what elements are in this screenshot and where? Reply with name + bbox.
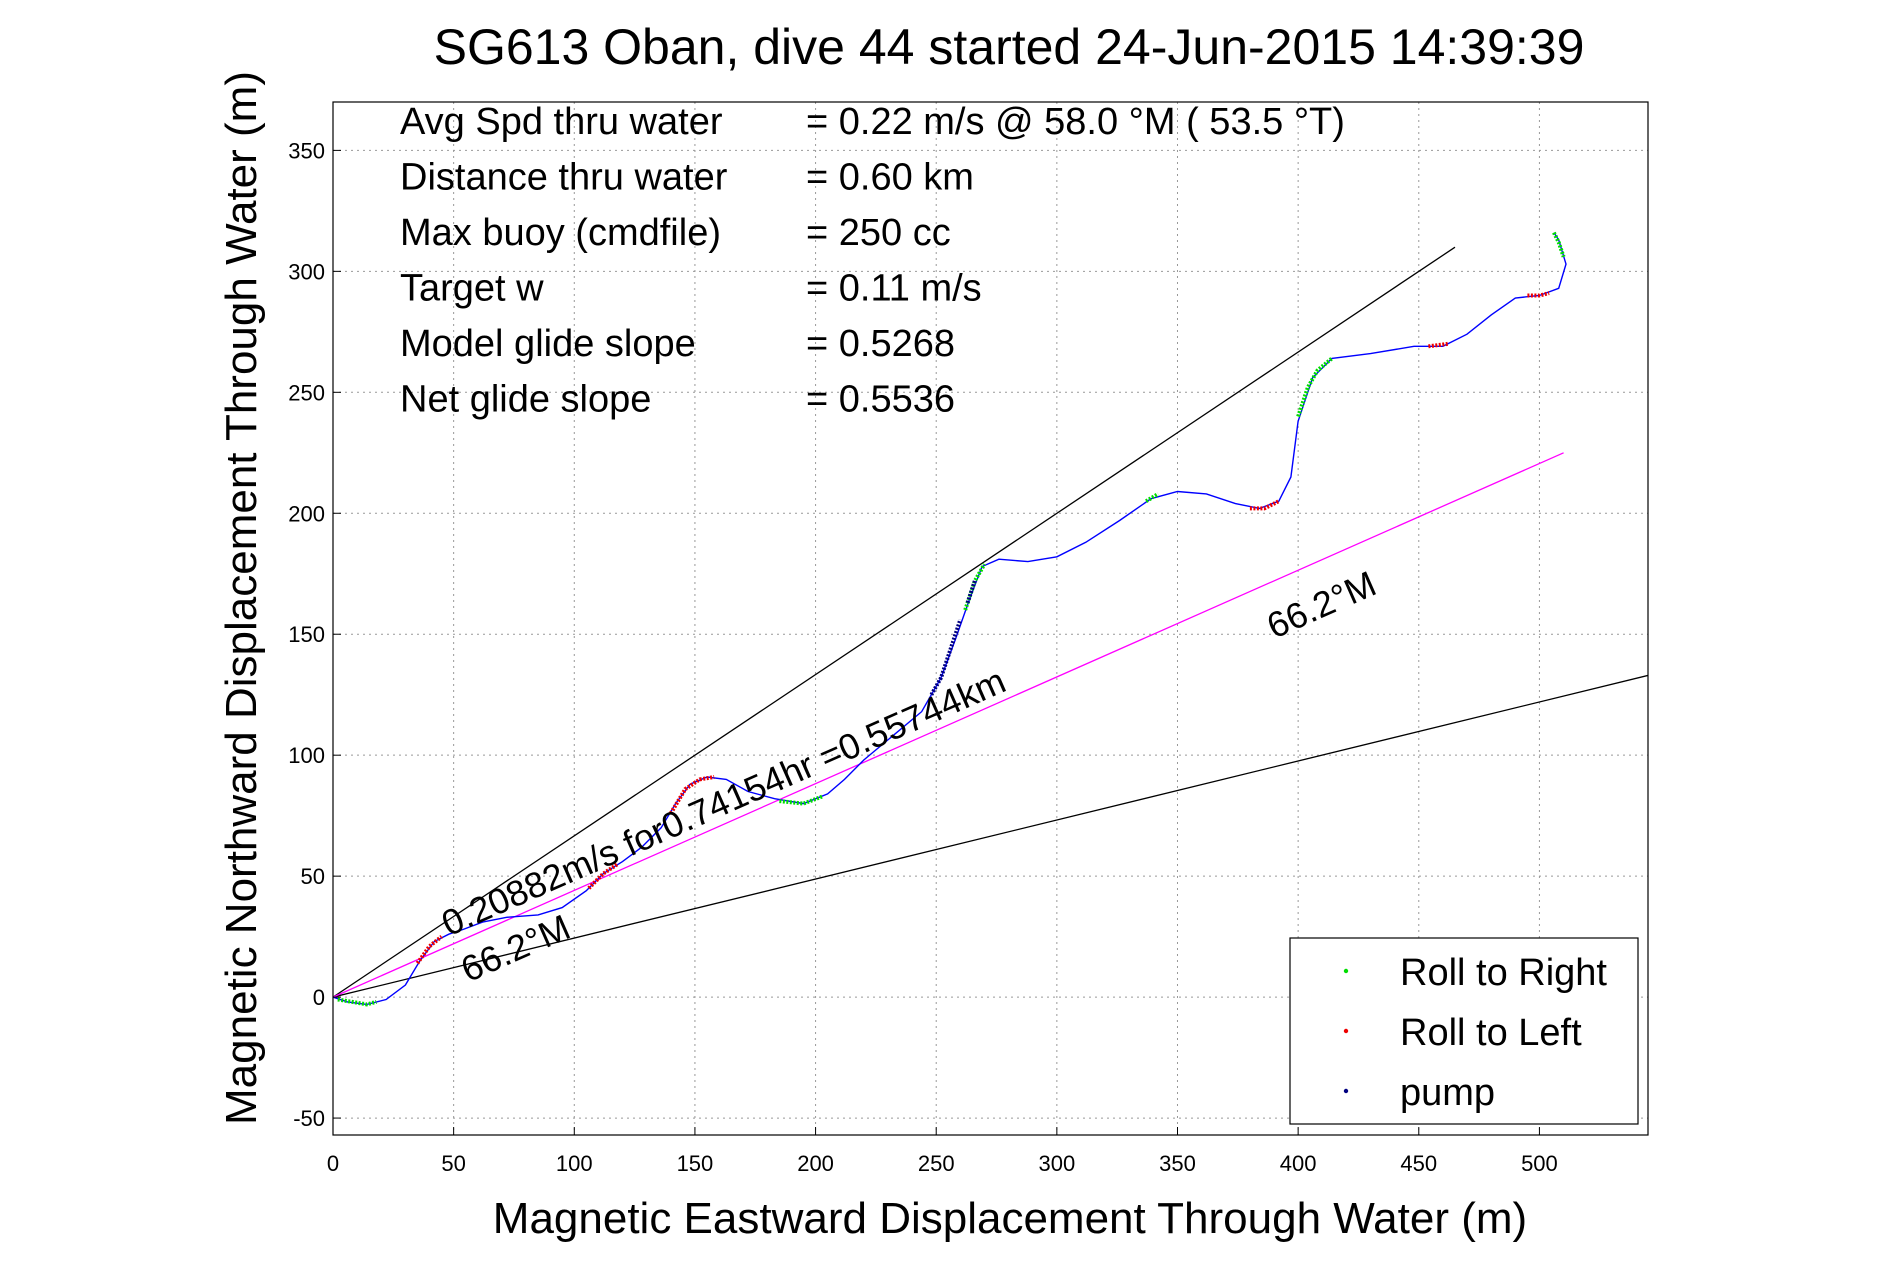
- roll-to-right-segment: [779, 794, 824, 806]
- stat-label: Avg Spd thru water: [400, 101, 723, 143]
- x-tick-label: 350: [1159, 1151, 1196, 1176]
- plot-area-frame: [332, 101, 1649, 1136]
- y-tick-label: 350: [288, 138, 325, 163]
- roll-to-left-segment: [1527, 291, 1550, 298]
- x-tick-label: 200: [797, 1151, 834, 1176]
- roll-to-right-segment: [337, 997, 377, 1007]
- x-tick-label: 450: [1400, 1151, 1437, 1176]
- stat-value: = 0.5268: [806, 323, 955, 365]
- stat-label: Max buoy (cmdfile): [400, 212, 721, 254]
- stat-label: Model glide slope: [400, 323, 696, 365]
- dive-stats: Avg Spd thru water = 0.22 m/s @ 58.0 °M (…: [400, 101, 1345, 421]
- pump-segment: [965, 580, 977, 604]
- y-tick-label: 100: [288, 743, 325, 768]
- glider-track-line: [333, 232, 1567, 1006]
- roll-to-right-segment: [1552, 231, 1566, 258]
- legend-label-roll-to-left: Roll to Left: [1400, 1012, 1582, 1054]
- x-axis-label: Magnetic Eastward Displacement Through W…: [493, 1194, 1527, 1243]
- roll-to-left-segment: [1249, 499, 1280, 511]
- legend-label-pump: pump: [1400, 1072, 1495, 1114]
- stat-label: Distance thru water: [400, 157, 728, 199]
- y-tick-label: 200: [288, 501, 325, 526]
- legend-marker-roll-to-right: [1343, 968, 1349, 974]
- y-axis: -50 0 50 100 150 200 250 300 350: [288, 138, 341, 1131]
- roll-to-left-segment: [669, 775, 715, 815]
- y-tick-label: 0: [313, 985, 325, 1010]
- roll-to-right-segment: [963, 563, 987, 611]
- stat-label: Target w: [400, 268, 544, 310]
- reference-line: [333, 452, 1564, 998]
- y-tick-label: 300: [288, 259, 325, 284]
- legend-label-roll-to-right: Roll to Right: [1400, 952, 1607, 994]
- y-axis-label: Magnetic Northward Displacement Through …: [217, 71, 266, 1125]
- x-tick-label: 500: [1521, 1151, 1558, 1176]
- roll-markers: [337, 231, 1566, 1007]
- y-tick-label: 250: [288, 380, 325, 405]
- x-tick-label: 150: [677, 1151, 714, 1176]
- x-tick-label: 50: [441, 1151, 465, 1176]
- legend: Roll to Right Roll to Left pump: [1289, 937, 1639, 1125]
- stat-value: = 0.22 m/s @ 58.0 °M ( 53.5 °T): [806, 101, 1345, 143]
- reference-line: [333, 246, 1456, 998]
- roll-to-right-segment: [1145, 492, 1160, 503]
- stat-value: = 0.5536: [806, 379, 955, 421]
- track-layer: [333, 232, 1567, 1006]
- roll-to-left-segment: [587, 862, 619, 890]
- chart-title: SG613 Oban, dive 44 started 24-Jun-2015 …: [434, 19, 1585, 75]
- x-tick-label: 0: [327, 1151, 339, 1176]
- y-tick-label: 150: [288, 622, 325, 647]
- x-tick-label: 300: [1038, 1151, 1075, 1176]
- stat-value: = 0.11 m/s: [806, 268, 982, 310]
- legend-marker-roll-to-left: [1343, 1028, 1349, 1034]
- y-tick-label: -50: [293, 1106, 325, 1131]
- stat-label: Net glide slope: [400, 379, 651, 421]
- x-tick-label: 100: [556, 1151, 593, 1176]
- stat-value: = 250 cc: [806, 212, 951, 254]
- stat-value: = 0.60 km: [806, 157, 974, 199]
- annotations: 0.20882m/s for0.74154hr =0.55744km66.2°M…: [435, 563, 1381, 990]
- roll-to-right-segment: [1296, 356, 1334, 418]
- reference-line: [333, 674, 1648, 998]
- x-axis: 0 50 100 150 200 250 300 350 400 450 500: [327, 1127, 1558, 1176]
- y-tick-label: 50: [301, 864, 325, 889]
- roll-to-left-segment: [415, 935, 443, 965]
- x-tick-label: 400: [1280, 1151, 1317, 1176]
- reference-lines: [333, 246, 1648, 998]
- x-tick-label: 250: [918, 1151, 955, 1176]
- track-annotation: 66.2°M: [1261, 563, 1382, 647]
- legend-marker-pump: [1343, 1088, 1349, 1094]
